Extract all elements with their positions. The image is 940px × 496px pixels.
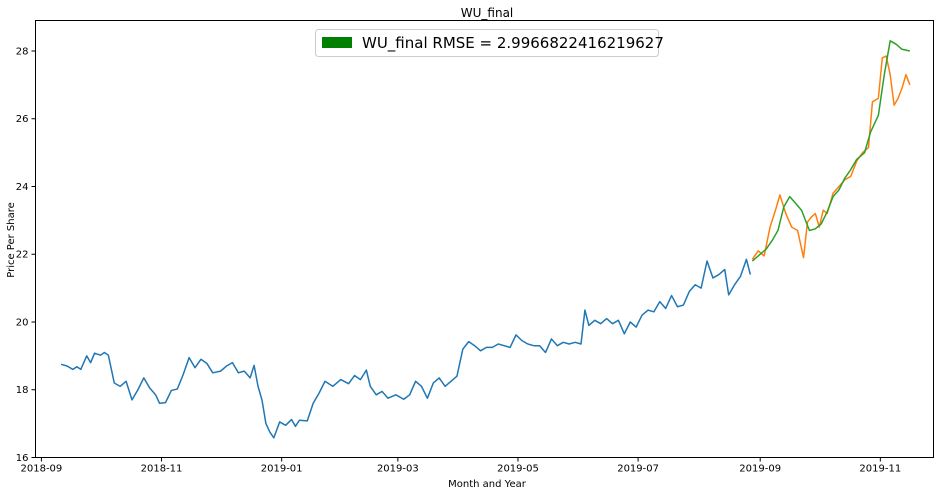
- legend-swatch: [322, 37, 352, 48]
- x-tick-label: 2019-07: [617, 464, 659, 475]
- y-axis: 16 18 20 22 24 26 28: [16, 46, 36, 464]
- y-tick-label: 24: [16, 182, 29, 193]
- x-tick-label: 2018-09: [21, 464, 63, 475]
- x-tick-label: 2019-01: [261, 464, 303, 475]
- y-tick-label: 16: [16, 453, 29, 464]
- series-layer: [60, 40, 911, 439]
- y-tick-label: 22: [16, 250, 29, 261]
- y-axis-label: Price Per Share: [6, 202, 17, 278]
- legend-label: WU_final RMSE = 2.9966822416219627: [362, 34, 664, 53]
- y-tick-label: 20: [16, 317, 29, 328]
- chart-title: WU_final: [461, 6, 514, 20]
- y-tick-label: 26: [16, 114, 29, 125]
- x-tick-label: 2019-03: [377, 464, 419, 475]
- x-tick-label: 2019-05: [497, 464, 539, 475]
- x-tick-label: 2019-09: [739, 464, 781, 475]
- x-axis: 2018-09 2018-11 2019-01 2019-03 2019-05 2019-…: [21, 457, 901, 475]
- y-tick-label: 28: [16, 46, 29, 57]
- x-tick-label: 2019-11: [859, 464, 901, 475]
- series-line-3: [751, 40, 911, 262]
- series-line-2: [751, 55, 911, 260]
- legend-box: [315, 29, 659, 57]
- y-tick-label: 18: [16, 385, 29, 396]
- legend: WU_final RMSE = 2.9966822416219627: [315, 29, 664, 57]
- x-tick-label: 2018-11: [141, 464, 183, 475]
- plot-frame: [35, 20, 934, 458]
- series-line-1: [60, 258, 752, 439]
- x-axis-label: Month and Year: [448, 479, 527, 490]
